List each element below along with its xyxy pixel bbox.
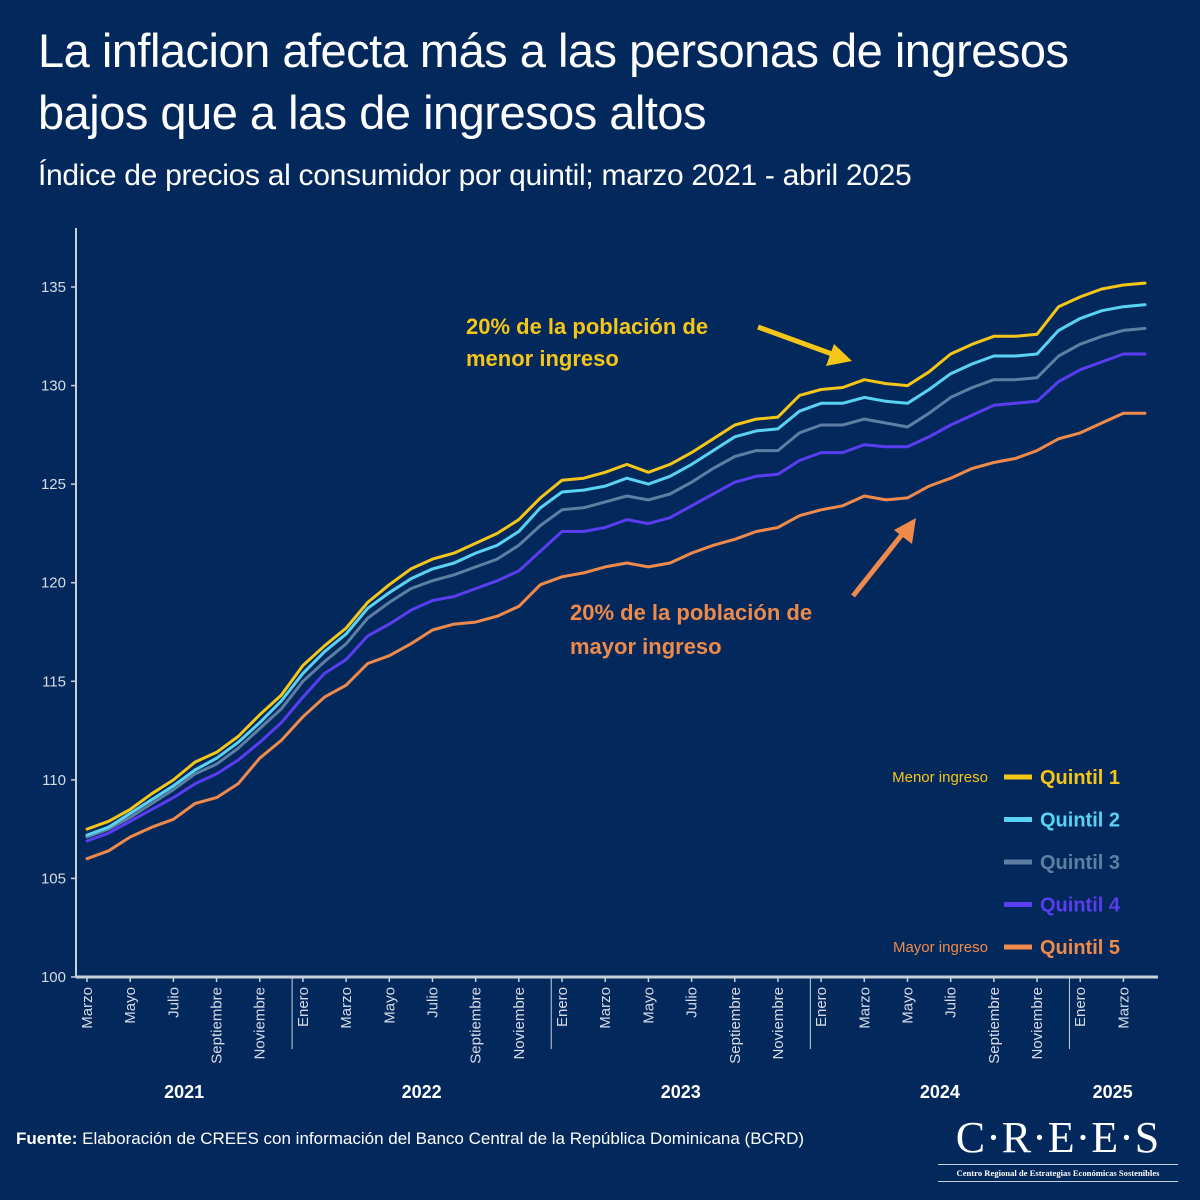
year-label: 2024 (920, 1082, 960, 1102)
y-tick-label: 130 (41, 378, 66, 395)
arrow-low-income-shaft (757, 324, 833, 357)
x-tick-label: Julio (684, 987, 701, 1018)
x-tick-label: Mayo (899, 987, 916, 1024)
annotation-low-income-line2: menor ingreso (466, 346, 619, 371)
legend-side-label: Mayor ingreso (893, 939, 988, 956)
y-tick-label: 110 (42, 772, 66, 789)
series-line-quintil-2 (85, 303, 1147, 837)
x-tick-label: Marzo (597, 987, 614, 1029)
x-tick-label: Marzo (79, 987, 96, 1029)
annotation-low-income: 20% de la población de menor ingreso (466, 314, 852, 371)
annotation-high-income-line1: 20% de la población de (570, 600, 812, 625)
crees-logo: C·R·E·E·S Centro Regional de Estrategias… (938, 1114, 1178, 1184)
x-tick-label: Mayo (122, 987, 139, 1024)
line-chart: 100 105 110 115 120 125 130 135 Marzo Mayo Julio S… (41, 228, 1158, 1102)
x-tick-label: Marzo (856, 987, 873, 1029)
legend: Quintil 1 Menor ingreso Quintil 2 Quintil 3… (892, 767, 1121, 959)
series-lines (85, 281, 1147, 861)
x-tick-label: Noviembre (770, 987, 787, 1060)
source-text: Elaboración de CREES con información del… (77, 1129, 805, 1148)
logo-divider (938, 1181, 1178, 1182)
x-tick-label: Enero (554, 987, 571, 1027)
x-tick-label: Enero (813, 987, 830, 1027)
arrow-low-income-icon (826, 344, 852, 366)
series-line-quintil-1 (85, 281, 1147, 831)
x-tick-label: Enero (295, 987, 312, 1027)
logo-wordmark: C·R·E·E·S (955, 1113, 1161, 1162)
legend-label: Quintil 2 (1040, 810, 1120, 832)
x-tick-label: Mayo (381, 987, 398, 1024)
x-tick-label: Marzo (338, 987, 355, 1029)
annotation-high-income: 20% de la población de mayor ingreso (570, 518, 916, 659)
x-tick-label: Noviembre (1029, 987, 1046, 1060)
annotation-low-income-line1: 20% de la población de (466, 314, 708, 339)
x-tick-label: Noviembre (511, 987, 528, 1060)
arrow-high-income-icon (894, 518, 916, 544)
x-tick-label: Septiembre (986, 987, 1003, 1064)
x-tick-label: Julio (943, 987, 960, 1018)
logo-divider (938, 1164, 1178, 1165)
y-axis-ticks: 100 105 110 115 120 125 130 135 (41, 279, 76, 986)
year-labels: 2021 2022 2023 2024 2025 (164, 977, 1133, 1102)
legend-label: Quintil 5 (1040, 937, 1120, 959)
arrow-high-income-shaft (851, 530, 906, 598)
x-tick-label: Septiembre (468, 987, 485, 1064)
year-label: 2025 (1093, 1082, 1133, 1102)
x-tick-label: Septiembre (209, 987, 226, 1064)
x-tick-label: Mayo (640, 987, 657, 1024)
year-label: 2022 (402, 1082, 442, 1102)
legend-label: Quintil 1 (1040, 767, 1120, 789)
x-tick-label: Marzo (1115, 987, 1132, 1029)
y-tick-label: 105 (41, 870, 66, 887)
y-tick-label: 100 (41, 969, 66, 986)
source-note: Fuente: Elaboración de CREES con informa… (16, 1128, 916, 1150)
x-tick-label: Noviembre (252, 987, 269, 1060)
logo-subtitle: Centro Regional de Estrategias Económica… (956, 1168, 1160, 1178)
x-tick-label: Enero (1072, 987, 1089, 1027)
legend-label: Quintil 3 (1040, 852, 1120, 874)
series-line-quintil-3 (85, 326, 1147, 839)
series-line-quintil-5 (85, 411, 1147, 861)
x-tick-label: Julio (424, 987, 441, 1018)
source-label: Fuente: (16, 1129, 78, 1148)
legend-label: Quintil 4 (1040, 895, 1121, 917)
axes (75, 228, 1158, 979)
year-label: 2023 (661, 1082, 701, 1102)
y-tick-label: 125 (41, 476, 66, 493)
y-tick-label: 115 (42, 673, 66, 690)
x-tick-label: Septiembre (727, 987, 744, 1064)
x-tick-label: Julio (165, 987, 182, 1018)
legend-side-label: Menor ingreso (892, 769, 988, 786)
x-axis-ticks: Marzo Mayo Julio Septiembre Noviembre Enero Ma… (79, 977, 1132, 1064)
y-tick-label: 135 (41, 279, 66, 296)
chart-subtitle: Índice de precios al consumidor por quin… (38, 159, 912, 192)
annotation-high-income-line2: mayor ingreso (570, 634, 722, 659)
y-tick-label: 120 (41, 575, 66, 592)
chart-title: La inflacion afecta más a las personas d… (38, 24, 1069, 139)
year-label: 2021 (164, 1082, 204, 1102)
series-line-quintil-4 (85, 352, 1147, 843)
